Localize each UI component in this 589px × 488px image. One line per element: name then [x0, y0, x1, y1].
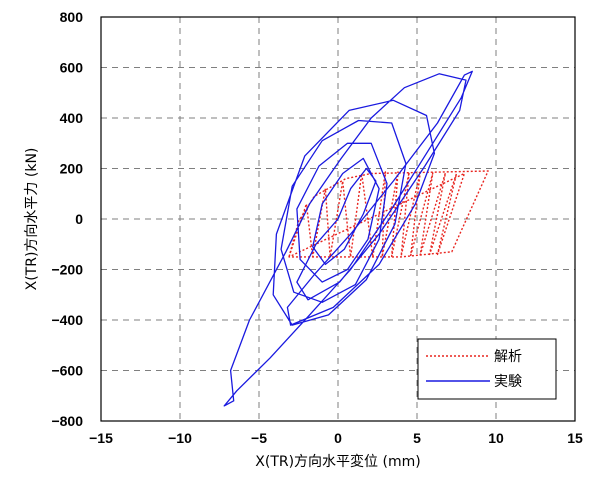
series-experiment-line [223, 70, 473, 407]
y-tick-label: −200 [51, 262, 83, 278]
y-tick-label: −600 [51, 363, 83, 379]
grid-lines [101, 17, 575, 421]
y-tick-label: 0 [75, 211, 83, 227]
x-tick-label: 15 [567, 430, 583, 446]
tick-labels: −15 −10 −5 0 5 10 15 −800 −600 −400 −200 0 200 400 600… [51, 9, 583, 446]
legend: 解析 実験 [417, 338, 557, 400]
y-tick-label: −400 [51, 312, 83, 328]
plot-frame [100, 16, 576, 422]
x-tick-label: 5 [413, 430, 421, 446]
x-tick-label: 0 [334, 430, 342, 446]
x-tick-label: −15 [89, 430, 113, 446]
y-tick-label: 800 [60, 9, 84, 25]
series-analysis-line [288, 170, 489, 258]
x-axis-title: X(TR)方向水平変位 (mm) [255, 453, 420, 470]
y-tick-label: 200 [60, 161, 84, 177]
x-tick-label: −5 [251, 430, 267, 446]
legend-label-analysis: 解析 [494, 349, 522, 365]
y-tick-label: −800 [51, 413, 83, 429]
legend-box [417, 338, 557, 400]
x-tick-label: −10 [168, 430, 192, 446]
series-layer [223, 70, 489, 407]
y-tick-label: 400 [60, 110, 84, 126]
x-tick-label: 10 [488, 430, 504, 446]
y-axis-title: X(TR)方向水平力 (kN) [24, 148, 40, 291]
legend-label-experiment: 実験 [494, 374, 522, 390]
y-tick-label: 600 [60, 60, 84, 76]
